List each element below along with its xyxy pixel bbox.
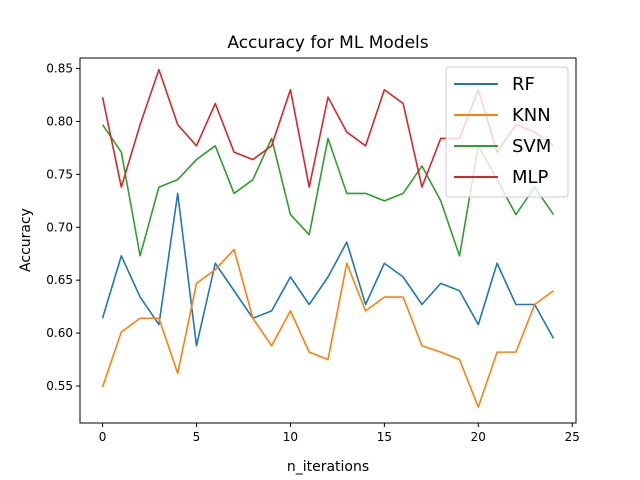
y-tick-label: 0.55: [46, 379, 73, 393]
plot-frame: [79, 57, 577, 424]
legend-label-svm: SVM: [512, 136, 551, 157]
legend: RF KNN SVM MLP: [445, 66, 569, 198]
x-tick-label: 5: [193, 430, 201, 444]
legend-box: [445, 66, 569, 198]
y-tick-label: 0.60: [46, 326, 73, 340]
series-line-rf: [101, 192, 555, 347]
x-tick-label: 25: [565, 430, 580, 444]
x-axis-ticks: 0 5 10 15 20 25: [99, 423, 580, 444]
y-tick-label: 0.75: [46, 167, 73, 181]
x-tick-label: 10: [283, 430, 298, 444]
x-tick-label: 0: [99, 430, 107, 444]
legend-label-rf: RF: [512, 74, 535, 95]
y-tick-label: 0.85: [46, 62, 73, 76]
y-tick-label: 0.65: [46, 273, 73, 287]
y-axis-ticks: 0.55 0.60 0.65 0.70 0.75 0.80 0.85: [46, 62, 80, 393]
legend-label-mlp: MLP: [512, 167, 549, 188]
x-tick-label: 15: [377, 430, 392, 444]
y-tick-label: 0.80: [46, 114, 73, 128]
chart-title: Accuracy for ML Models: [227, 33, 428, 53]
legend-label-knn: KNN: [512, 105, 551, 126]
series-line-knn: [101, 248, 554, 408]
y-axis-label: Accuracy: [18, 208, 34, 272]
x-tick-label: 20: [471, 430, 486, 444]
x-axis-label: n_iterations: [287, 459, 369, 475]
y-tick-label: 0.70: [46, 220, 73, 234]
